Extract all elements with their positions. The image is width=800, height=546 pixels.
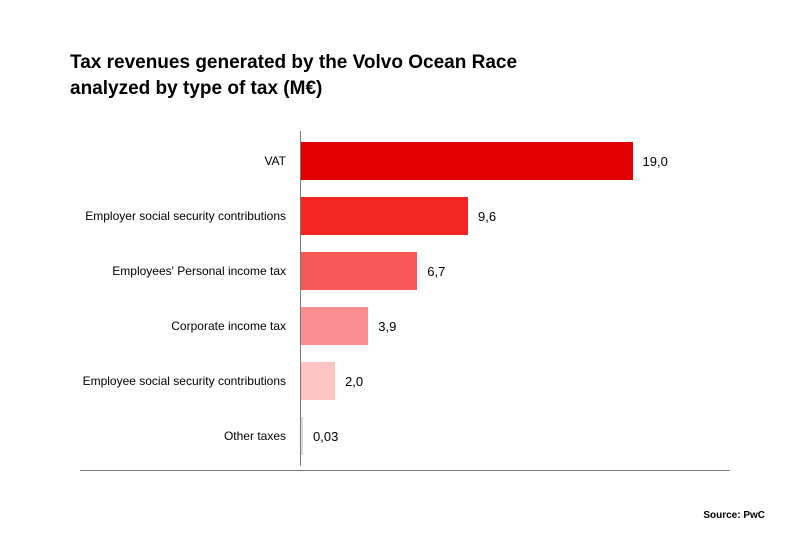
bar-value: 19,0 [643, 154, 668, 169]
bar-value: 6,7 [427, 264, 445, 279]
bar-value: 9,6 [478, 209, 496, 224]
source-label: Source: PwC [703, 510, 765, 521]
bar [300, 142, 633, 180]
x-axis-line [80, 470, 730, 471]
bar-chart: VAT 19,0 Employer social security contribu… [80, 141, 730, 456]
bar-label: VAT [80, 154, 300, 168]
bar-row: Other taxes 0,03 [80, 416, 730, 456]
bar-label: Employees' Personal income tax [80, 264, 300, 278]
bar-value: 3,9 [378, 319, 396, 334]
y-axis-line [300, 131, 301, 466]
bar-wrap: 0,03 [300, 416, 730, 456]
title-line-1: Tax revenues generated by the Volvo Ocea… [70, 52, 517, 73]
bar-wrap: 2,0 [300, 361, 730, 401]
bar-row: Employees' Personal income tax 6,7 [80, 251, 730, 291]
chart-title: Tax revenues generated by the Volvo Ocea… [70, 50, 730, 101]
bar [300, 197, 468, 235]
bar-value: 0,03 [313, 429, 338, 444]
bar [300, 307, 368, 345]
bar-wrap: 3,9 [300, 306, 730, 346]
bar-label: Employee social security contributions [80, 374, 300, 388]
title-line-2: analyzed by type of tax (M€) [70, 78, 322, 99]
bar-value: 2,0 [345, 374, 363, 389]
page: Tax revenues generated by the Volvo Ocea… [0, 0, 800, 546]
bar-row: Employer social security contributions 9,… [80, 196, 730, 236]
bar-label: Other taxes [80, 429, 300, 443]
bar-wrap: 19,0 [300, 141, 730, 181]
bar [300, 362, 335, 400]
bar-row: Employee social security contributions 2,… [80, 361, 730, 401]
bar-wrap: 6,7 [300, 251, 730, 291]
bar [300, 252, 417, 290]
bar-wrap: 9,6 [300, 196, 730, 236]
bar-label: Corporate income tax [80, 319, 300, 333]
bar-row: VAT 19,0 [80, 141, 730, 181]
bar-row: Corporate income tax 3,9 [80, 306, 730, 346]
bar-label: Employer social security contributions [80, 209, 300, 223]
